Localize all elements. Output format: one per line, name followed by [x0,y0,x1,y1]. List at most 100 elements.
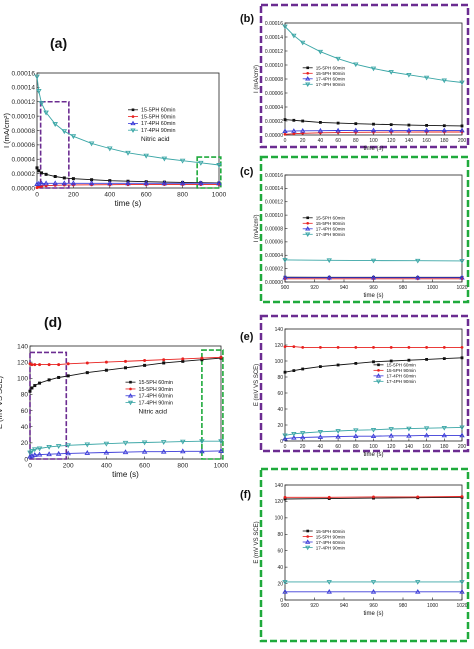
data-point [282,128,288,133]
data-point [103,449,110,455]
data-point [181,180,185,184]
data-point [354,122,358,126]
data-point [181,357,185,361]
data-point [406,72,412,78]
y-tick-label: 80 [21,392,29,399]
data-point [85,361,89,365]
series-15-5ph-90min [28,355,223,367]
y-axis-label: E (mV VS SCE) [254,364,260,406]
data-point [415,274,421,280]
y-tick-label: 0.00004 [12,157,36,164]
y-tick-label: 80 [277,375,283,381]
series-15-5ph-60min [28,356,223,393]
data-point [52,180,58,186]
data-point [407,123,411,127]
data-point [353,62,359,68]
x-axis-label: time (s) [364,452,384,458]
series-line [284,434,462,440]
x-tick-label: 800 [177,192,188,199]
data-point [335,56,341,62]
data-point [199,448,205,454]
data-point [125,180,131,186]
x-tick-label: 140 [405,138,414,144]
data-point [180,448,186,454]
chart-panel-d: 0 20 40 60 80 100 120 140 0 200 400 600 800 1000 time … [0,314,229,479]
data-point [282,433,288,439]
series-17-4ph-90min [34,74,222,168]
legend-entry: 15-5PH 60min [139,380,173,386]
data-point [370,258,377,264]
data-point [407,358,411,362]
data-point [27,453,33,459]
data-point [441,78,447,84]
data-point [326,258,332,264]
data-point [425,124,428,127]
data-point [389,123,393,127]
data-point [336,363,340,367]
data-point [43,110,49,116]
legend-entry: 15-5PH 90min [139,387,173,393]
data-point [199,181,203,185]
data-point [283,118,287,121]
x-tick-label: 200 [68,192,79,199]
data-point [28,389,32,393]
x-tick-label: 60 [335,138,341,144]
data-point [38,101,45,107]
data-point [143,363,147,367]
chart-panel-c: 0.00000 0.00002 0.00004 0.00006 0.00008 0.000… [240,155,470,304]
data-point [460,124,464,128]
zoom-region-purple [29,351,68,460]
y-tick-label: 60 [277,391,283,397]
data-point [162,361,166,365]
data-point [143,153,149,159]
data-point [317,434,324,439]
y-tick-label: 0.00004 [265,105,283,111]
data-point [301,367,305,371]
legend-entry: 15-5PH 90min [316,71,346,76]
y-tick-label: 100 [275,516,284,522]
series-17-4ph-60min [27,448,224,459]
data-point [219,355,223,359]
panel-label-f: (f) [240,489,251,501]
data-point [30,363,34,367]
data-point [122,440,129,446]
series-15-5ph-90min [283,345,464,349]
y-tick-label: 120 [17,359,28,366]
data-point [370,66,377,72]
data-point [107,180,113,186]
legend-entry: 17-4PH 60min [387,374,417,379]
data-point [460,495,464,498]
data-point [301,346,305,349]
data-point [335,127,341,133]
data-point [283,497,287,501]
y-tick-label: 140 [275,327,284,333]
legend-marker [130,120,136,126]
data-point [55,444,62,449]
data-point [141,448,148,454]
legend-marker [131,115,135,118]
data-point [406,127,412,133]
data-point [370,433,377,439]
chart-panel-e: 0 20 40 60 80 100 120 140 0 20 40 60 80 100 120 140 160 1… [240,314,470,458]
data-point [460,356,464,360]
data-point [317,49,324,55]
legend-marker [127,393,134,398]
data-point [354,130,358,134]
data-point [459,580,465,585]
data-point [459,588,465,594]
legend-marker [306,66,309,70]
data-point [71,177,75,181]
data-point [291,431,297,437]
data-point [282,258,288,263]
data-point [442,346,446,349]
panel-frame-e [259,314,470,453]
x-tick-label: 600 [141,192,152,199]
data-point [389,346,393,349]
x-tick-label: 1020 [456,603,467,609]
y-axis-label: I (mA/cm²) [2,113,11,148]
panel-frame-f [259,467,470,643]
panel-label-a: (a) [50,35,67,51]
data-point [107,146,113,152]
data-point [354,362,358,365]
data-point [29,448,35,454]
